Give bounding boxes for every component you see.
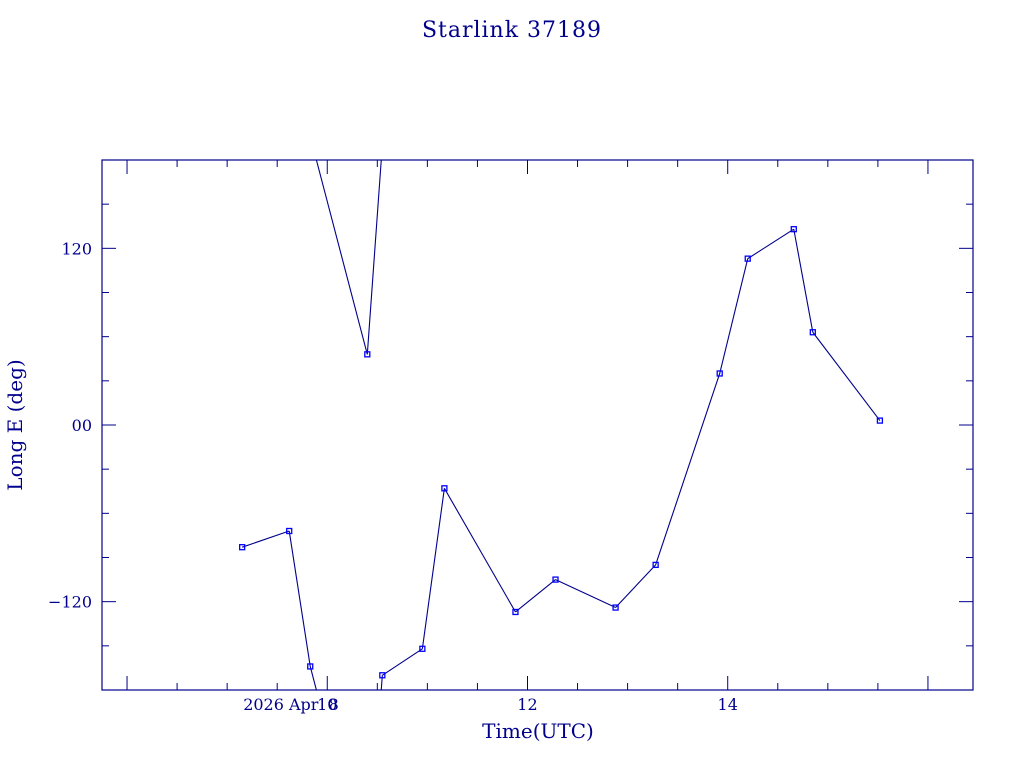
data-point [652, 561, 659, 569]
x-axis-label: Time(UTC) [482, 719, 594, 743]
y-tick-label: 120 [61, 239, 92, 258]
series-segment [555, 579, 616, 609]
data-point [419, 645, 426, 652]
x-tick-label: 12 [517, 695, 537, 714]
x-tick-label: 10 [317, 695, 337, 714]
data-point [239, 544, 246, 551]
axis-ticks [102, 159, 973, 691]
series-segment [421, 488, 445, 649]
series-segment [615, 564, 657, 608]
series-segment [315, 159, 368, 355]
series-segment [382, 648, 423, 676]
series-segment [515, 579, 556, 613]
data-point [512, 608, 519, 616]
series-segment [366, 159, 382, 355]
data-point [441, 485, 448, 492]
plot-frame [101, 159, 974, 691]
x-date-label: 2026 Apr 8 [243, 695, 339, 714]
series-lines [241, 159, 881, 691]
data-point [876, 417, 884, 424]
series-segment [719, 258, 749, 374]
chart-title: Starlink 37189 [422, 18, 602, 43]
data-point [612, 604, 619, 611]
data-point [552, 576, 559, 583]
data-point [716, 370, 723, 377]
series-segment [443, 488, 516, 613]
series-segment [309, 666, 317, 691]
series-segment [747, 228, 795, 260]
data-point [364, 351, 371, 358]
series-segment [793, 229, 814, 333]
series-segment [288, 530, 311, 667]
series-segment [655, 373, 721, 566]
series-segment [241, 530, 290, 548]
y-tick-label: −120 [48, 593, 92, 612]
data-point [744, 255, 751, 262]
data-point [307, 663, 314, 670]
y-tick-label: 00 [72, 416, 92, 435]
data-point [790, 226, 797, 233]
y-axis-label: Long E (deg) [3, 359, 27, 490]
axis-tick-labels: 10 12 14 120 00 −120 [48, 239, 738, 714]
series-segment [812, 331, 881, 421]
data-point [379, 672, 386, 679]
data-point [286, 527, 293, 535]
x-tick-label: 14 [718, 695, 738, 714]
data-markers [239, 226, 884, 679]
data-point [809, 329, 816, 336]
